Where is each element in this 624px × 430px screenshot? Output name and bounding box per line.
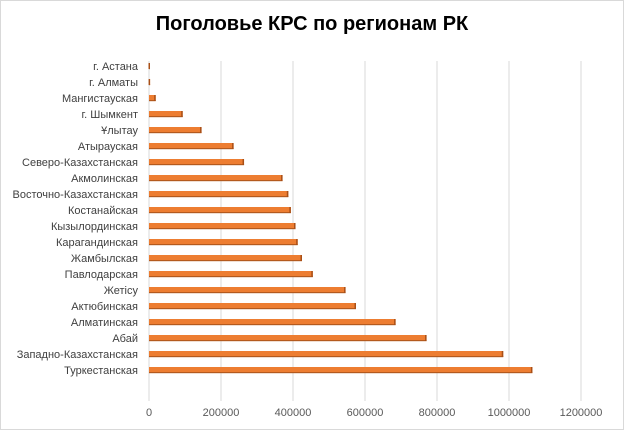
- bar-end: [289, 207, 291, 213]
- bar-end: [232, 143, 234, 149]
- bar-shadow: [149, 180, 283, 182]
- x-tick-label: 0: [146, 407, 152, 419]
- bar-end: [344, 287, 346, 293]
- bar-end: [425, 335, 427, 341]
- category-label: г. Шымкент: [82, 109, 139, 121]
- bar-shadow: [149, 164, 245, 166]
- bar-shadow: [149, 116, 183, 118]
- category-label: Западно-Казахстанская: [17, 349, 138, 361]
- bar-end: [311, 271, 313, 277]
- bar-shadow: [149, 340, 427, 342]
- bar-shadow: [149, 308, 356, 310]
- bar: [149, 335, 427, 341]
- category-label: Северо-Казахстанская: [22, 157, 138, 169]
- bar: [149, 127, 202, 133]
- bar-end: [394, 319, 396, 325]
- x-tick-label: 600000: [347, 407, 384, 419]
- bar-end: [242, 159, 245, 165]
- bar: [149, 303, 356, 309]
- bar-end: [154, 95, 156, 101]
- category-label: Атырауская: [78, 141, 138, 153]
- x-tick-label: 200000: [203, 407, 240, 419]
- bar-end: [300, 255, 302, 261]
- category-label: Акмолинская: [71, 173, 138, 185]
- category-label: Восточно-Казахстанская: [12, 189, 138, 201]
- bar-end: [181, 111, 183, 117]
- bar-shadow: [149, 132, 202, 134]
- bar: [149, 191, 289, 197]
- bar-end: [296, 239, 298, 245]
- category-label: Карагандинская: [56, 237, 138, 249]
- bar: [149, 239, 298, 245]
- category-label: Актюбинская: [71, 301, 138, 313]
- bar-shadow: [149, 212, 291, 214]
- bar-shadow: [149, 260, 302, 262]
- bar-end: [501, 351, 504, 357]
- category-label: Костанайская: [68, 205, 138, 217]
- x-tick-label: 1200000: [560, 407, 603, 419]
- bar-shadow: [149, 148, 234, 150]
- bar: [149, 111, 183, 117]
- bar-end: [281, 175, 283, 181]
- category-label: Туркестанская: [64, 365, 138, 377]
- bar-shadow: [149, 356, 504, 358]
- bar-shadow: [149, 324, 396, 326]
- bar-end: [148, 63, 150, 69]
- bar: [149, 351, 504, 357]
- bar-end: [200, 127, 202, 133]
- bar-end: [148, 79, 151, 85]
- bar: [149, 223, 296, 229]
- x-tick-label: 800000: [419, 407, 456, 419]
- bar-end: [286, 191, 289, 197]
- category-label: Алматинская: [71, 317, 138, 329]
- bar: [149, 287, 346, 293]
- bar: [149, 207, 291, 213]
- bar-shadow: [149, 228, 296, 230]
- bar: [149, 95, 156, 101]
- category-label: Жетісу: [104, 285, 139, 297]
- bar-shadow: [149, 372, 533, 374]
- bar-shadow: [149, 276, 313, 278]
- bar-shadow: [149, 100, 156, 102]
- bar: [149, 367, 533, 373]
- bar: [149, 143, 234, 149]
- category-label: Абай: [112, 333, 138, 345]
- category-label: Павлодарская: [65, 269, 138, 281]
- x-tick-label: 1000000: [488, 407, 531, 419]
- bar-shadow: [149, 244, 298, 246]
- category-label: г. Астана: [93, 61, 139, 73]
- bar-end: [530, 367, 533, 373]
- bar: [149, 159, 245, 165]
- category-label: Жамбылская: [71, 253, 138, 265]
- category-label: г. Алматы: [89, 77, 138, 89]
- x-tick-label: 400000: [275, 407, 312, 419]
- bar-end: [354, 303, 356, 309]
- bar-shadow: [149, 292, 346, 294]
- category-label: Ұлытау: [101, 125, 138, 137]
- bar: [149, 319, 396, 325]
- bar: [149, 271, 313, 277]
- bar: [149, 255, 302, 261]
- bar-shadow: [149, 196, 289, 198]
- category-label: Кызылординская: [51, 221, 138, 233]
- bar-end: [294, 223, 296, 229]
- category-label: Мангистауская: [62, 93, 138, 105]
- chart-title: Поголовье КРС по регионам РК: [155, 13, 469, 35]
- bar: [149, 175, 283, 181]
